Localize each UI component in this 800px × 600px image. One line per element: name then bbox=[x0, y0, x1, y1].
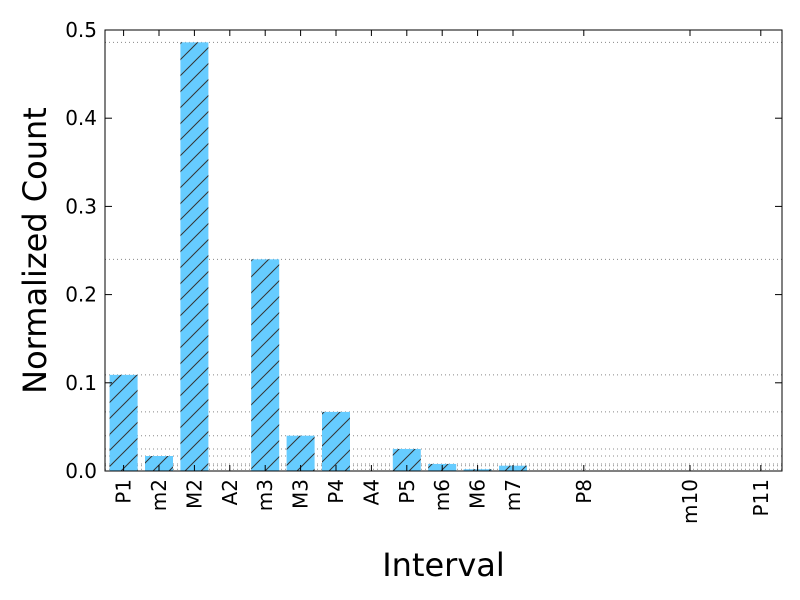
bars bbox=[109, 42, 527, 472]
x-tick-label-m6: M6 bbox=[466, 479, 490, 509]
x-tick-label-m10: m10 bbox=[678, 479, 702, 524]
x-tick-label-p4: P4 bbox=[324, 479, 348, 504]
x-tick-label-p5: P5 bbox=[395, 479, 419, 504]
x-tick-label-m7: m7 bbox=[501, 479, 525, 511]
bar-hatch-m2 bbox=[145, 456, 173, 471]
y-tick-label: 0.2 bbox=[65, 283, 97, 307]
x-tick-label-p1: P1 bbox=[112, 479, 136, 504]
bar-hatch-p1 bbox=[109, 374, 138, 471]
x-tick-label-m3: m3 bbox=[253, 479, 277, 511]
bar-hatch-m2 bbox=[180, 42, 209, 472]
y-tick-label: 0.0 bbox=[65, 459, 97, 483]
bar-hatch-p4 bbox=[322, 411, 350, 471]
x-tick-label-a2: A2 bbox=[218, 479, 242, 505]
y-tick-label: 0.5 bbox=[65, 18, 97, 42]
x-tick-label-m3: M3 bbox=[289, 479, 313, 509]
y-tick-label: 0.3 bbox=[65, 194, 97, 218]
x-tick-label-a4: A4 bbox=[359, 479, 383, 505]
x-tick-label-m2: m2 bbox=[147, 479, 171, 511]
y-tick-label: 0.4 bbox=[65, 106, 97, 130]
x-tick-label-p11: P11 bbox=[749, 479, 773, 517]
axis-ticks: P1 m2 M2 A2 m3 M3 P4 A4 P5 m6 M6 m7 P8 m10 P11 0.0 0.1 0.… bbox=[65, 18, 782, 524]
bar-hatch-m3 bbox=[251, 259, 280, 471]
x-axis-title: Interval bbox=[382, 546, 505, 584]
x-tick-label-m2: M2 bbox=[182, 479, 206, 509]
y-tick-label: 0.1 bbox=[65, 371, 97, 395]
x-tick-label-m6: m6 bbox=[430, 479, 454, 511]
x-tick-label-p8: P8 bbox=[572, 479, 596, 504]
y-axis-title: Normalized Count bbox=[16, 107, 54, 394]
bar-hatch-p5 bbox=[392, 448, 421, 471]
plot-frame bbox=[104, 29, 783, 472]
